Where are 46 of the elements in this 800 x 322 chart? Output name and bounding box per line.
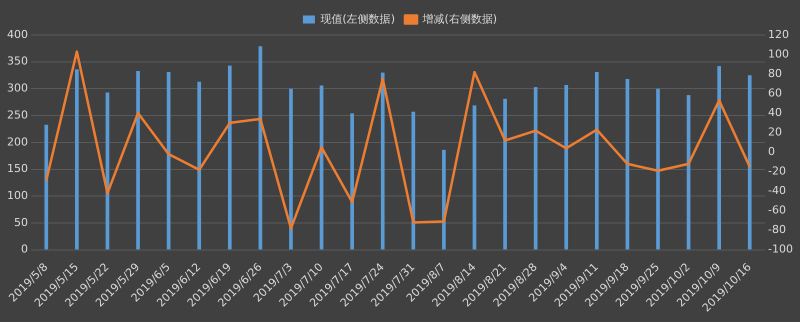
y2-tick-label: -80 [768, 223, 786, 236]
y-tick-label: 150 [6, 162, 28, 176]
y2-tick-label: 20 [768, 126, 782, 139]
bar [44, 124, 48, 250]
legend-label: 增减(右侧数据) [422, 12, 498, 26]
bar [564, 84, 568, 250]
bar [197, 82, 202, 250]
bar [350, 113, 354, 250]
bar [75, 69, 79, 250]
bar [411, 112, 416, 250]
bar [626, 79, 630, 250]
y-tick-label: 400 [6, 28, 28, 41]
y-tick-label: 200 [6, 135, 28, 148]
bar [534, 87, 538, 250]
y-tick-label: 0 [20, 242, 28, 256]
y2-tick-label: 60 [768, 86, 782, 100]
y2-tick-label: -100 [768, 242, 794, 256]
y2-tick-label: -40 [768, 184, 786, 198]
bar [289, 88, 293, 250]
bar [320, 85, 324, 250]
bar [748, 75, 752, 250]
y-tick-label: 100 [6, 188, 28, 202]
y-tick-label: 300 [6, 82, 28, 95]
bar [258, 46, 262, 250]
bar [686, 95, 690, 250]
y2-tick-label: 100 [768, 47, 790, 60]
bar [472, 105, 476, 250]
bar [106, 92, 110, 250]
bar [656, 88, 660, 250]
y2-tick-label: 40 [768, 106, 782, 119]
bar [503, 98, 507, 250]
y2-tick-label: -60 [768, 204, 786, 217]
bar [380, 72, 385, 250]
y-tick-label: 250 [6, 108, 28, 122]
legend-label: 现值(左侧数据) [320, 12, 396, 26]
y2-tick-label: 0 [768, 145, 776, 158]
bar [136, 70, 140, 250]
bar [166, 72, 170, 250]
bar [228, 66, 232, 250]
y2-tick-label: 80 [768, 66, 782, 80]
bar [717, 66, 721, 250]
y-tick-label: 350 [6, 54, 28, 68]
bar [594, 72, 599, 250]
y2-tick-label: 120 [768, 28, 790, 41]
y2-tick-label: -20 [768, 164, 786, 178]
y-tick-label: 50 [14, 216, 28, 229]
